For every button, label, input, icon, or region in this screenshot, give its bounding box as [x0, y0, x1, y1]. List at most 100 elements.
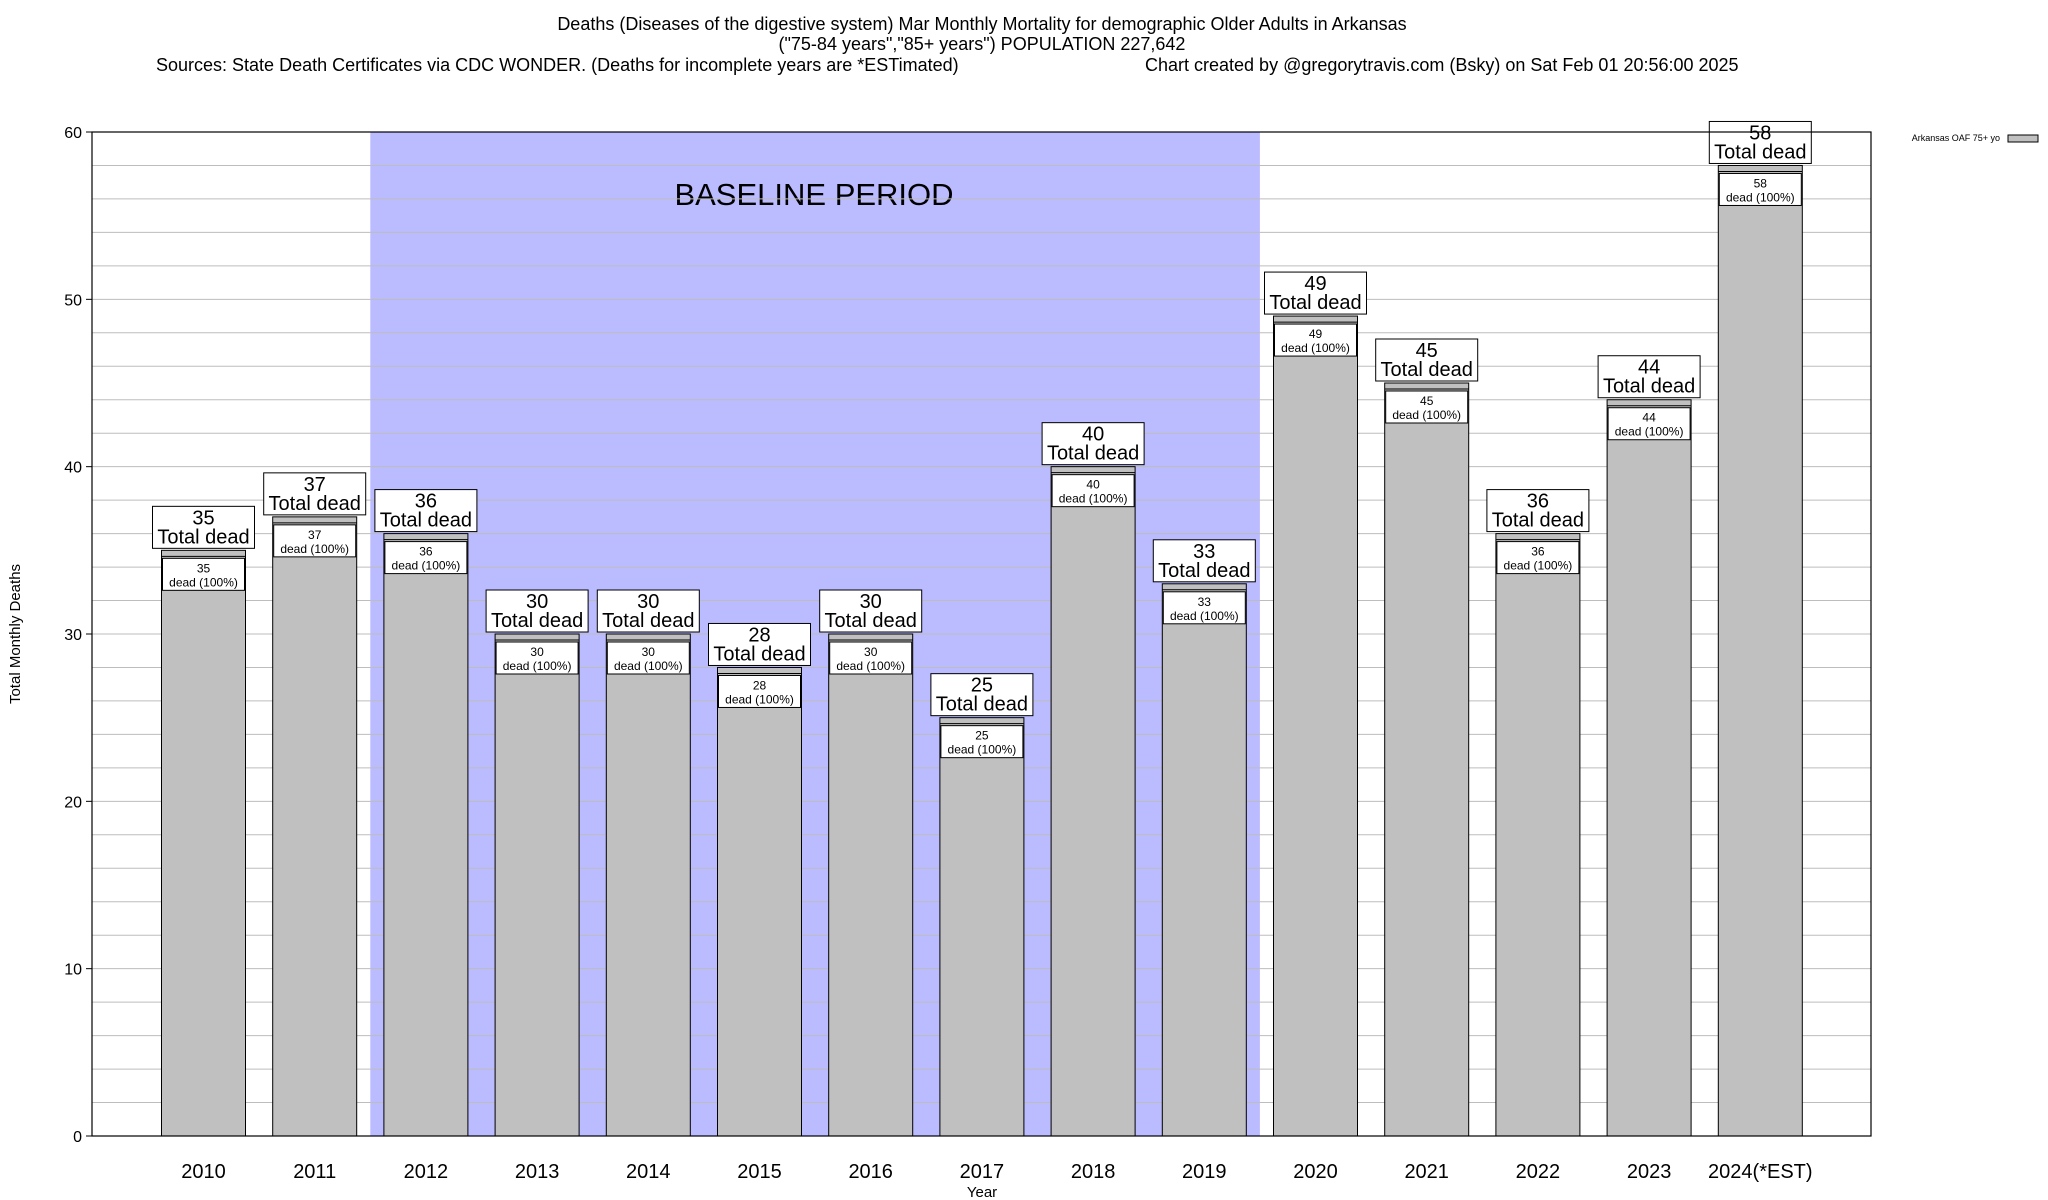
inner-label-text: dead (100%)	[503, 659, 572, 673]
inner-label-box	[1718, 172, 1802, 206]
total-label-box	[1375, 338, 1479, 382]
x-tick-label: 2015	[737, 1161, 782, 1183]
inner-label-box	[1274, 323, 1357, 357]
inner-label-value: 44	[1642, 411, 1656, 425]
total-label-box	[819, 589, 923, 633]
x-tick-label: 2013	[515, 1161, 560, 1183]
inner-label-text: dead (100%)	[280, 542, 349, 556]
y-tick-label: 10	[64, 962, 82, 979]
bar-2010	[161, 549, 246, 1137]
total-label-value: 58	[1749, 122, 1771, 144]
inner-label-text: dead (100%)	[1726, 190, 1795, 204]
inner-label-box	[829, 641, 913, 675]
y-tick-label: 60	[64, 125, 82, 142]
total-label-value: 37	[304, 474, 326, 496]
inner-label-value: 25	[975, 729, 989, 743]
x-tick-label: 2011	[293, 1161, 336, 1183]
total-label-text: Total dead	[491, 610, 583, 632]
inner-label-value: 33	[1198, 595, 1212, 609]
total-label-value: 49	[1304, 273, 1326, 295]
bar-2012	[383, 533, 469, 1137]
total-label-text: Total dead	[1492, 510, 1584, 532]
chart-credit: Chart created by @gregorytravis.com (Bsk…	[1145, 55, 1739, 75]
bar-2021	[1384, 382, 1470, 1137]
inner-label-text: dead (100%)	[1059, 492, 1128, 506]
total-label-text: Total dead	[380, 510, 472, 532]
total-label-value: 30	[637, 591, 659, 613]
inner-label-value: 36	[419, 545, 433, 559]
total-label-box	[1152, 539, 1256, 583]
total-label-value: 30	[526, 591, 548, 613]
total-label-text: Total dead	[1047, 443, 1139, 465]
total-label-box	[263, 472, 367, 516]
inner-label-box	[1607, 407, 1691, 441]
inner-label-value: 30	[530, 645, 544, 659]
chart-title-line: Deaths (Diseases of the digestive system…	[557, 14, 1406, 34]
x-tick-label: 2012	[404, 1161, 449, 1183]
total-label-box	[930, 673, 1034, 717]
bar-2023	[1606, 399, 1692, 1137]
inner-label-box	[273, 524, 357, 558]
chart-title-line: ("75-84 years","85+ years") POPULATION 2…	[779, 34, 1186, 54]
y-tick-label: 50	[64, 292, 82, 309]
total-label-text: Total dead	[1158, 560, 1250, 582]
bars	[161, 164, 1803, 1137]
inner-label-box	[384, 541, 468, 575]
inner-label-text: dead (100%)	[1170, 609, 1239, 623]
bar-2022	[1495, 533, 1581, 1137]
total-label-value: 40	[1082, 424, 1104, 446]
inner-label-value: 35	[197, 561, 211, 575]
axes: 0 10 20 30 40 50 60 Year Total Monthly Deaths	[7, 125, 1872, 1200]
inner-label-text: dead (100%)	[948, 743, 1017, 757]
total-label-text: Total dead	[269, 493, 361, 515]
x-tick-label: 2020	[1293, 1161, 1338, 1183]
inner-label-value: 30	[864, 645, 878, 659]
bar-2017	[939, 717, 1025, 1137]
total-label-box	[1041, 422, 1145, 466]
total-label-box	[596, 589, 700, 633]
x-tick-label: 2024(*EST)	[1708, 1161, 1813, 1183]
total-label-box	[708, 622, 811, 666]
legend-swatch	[2007, 134, 2039, 143]
y-tick-label: 20	[64, 794, 82, 811]
total-label-text: Total dead	[1603, 376, 1695, 398]
bar-2020	[1273, 315, 1358, 1137]
total-label-box	[1486, 489, 1590, 533]
bar-2013	[494, 633, 580, 1137]
inner-label-text: dead (100%)	[1504, 559, 1573, 573]
total-label-value: 44	[1638, 357, 1660, 379]
bar-2015	[717, 666, 802, 1137]
chart-title-block: Deaths (Diseases of the digestive system…	[156, 14, 1739, 75]
bar-2016	[828, 633, 914, 1137]
total-label-box	[1708, 120, 1812, 164]
legend-label: Arkansas OAF 75+ yo	[1912, 133, 2000, 143]
inner-label-value: 28	[753, 678, 767, 692]
inner-label-value: 40	[1086, 478, 1100, 492]
y-tick-label: 40	[64, 460, 82, 477]
inner-label-box	[718, 674, 801, 708]
x-tick-label: 2017	[960, 1161, 1005, 1183]
inner-label-box	[162, 557, 245, 591]
inner-label-text: dead (100%)	[1615, 425, 1684, 439]
total-label-text: Total dead	[1381, 359, 1473, 381]
x-tick-label: 2014	[626, 1161, 671, 1183]
total-label-text: Total dead	[825, 610, 917, 632]
inner-label-text: dead (100%)	[169, 575, 238, 589]
